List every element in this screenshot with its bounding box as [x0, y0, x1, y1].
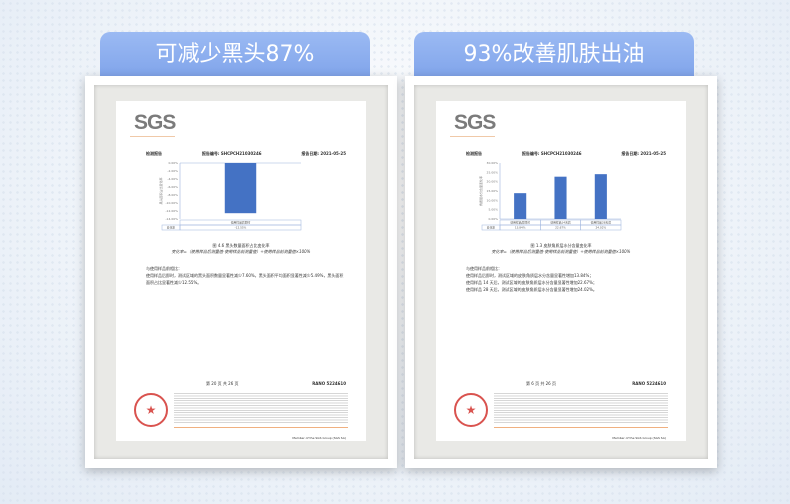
- y-tick-label: 0.00%: [168, 161, 178, 165]
- y-tick-label: 0.00%: [488, 217, 498, 221]
- y-tick-label: 5.00%: [488, 208, 498, 212]
- row-header: 变化率: [487, 226, 496, 230]
- rano: RANO 5224610: [312, 381, 346, 386]
- page-footer: 第 6 页 共 26 页 RANO 5224610: [526, 381, 666, 387]
- category-label: 使用样品后即时: [510, 221, 530, 225]
- report-page: SGS 检测报告 报告编号: SHCPCH21030246 报告日期: 2021-0…: [436, 101, 686, 441]
- chart-caption: 图 4.6 黑头数量面积占比变化率: [212, 243, 270, 248]
- result-text: 使用样品后即时，测试区域的皮肤角质层水分含量显著性增加13.84%；: [466, 273, 594, 278]
- fine-print: [494, 393, 668, 423]
- report-date: 报告日期: 2021-05-25: [621, 151, 666, 156]
- report-number: 报告编号: SHCPCH21030246: [521, 151, 582, 156]
- member-text: Member of the SGS Group (SGS SA): [612, 436, 666, 440]
- y-tick-label: 20.00%: [487, 180, 499, 184]
- bar: [554, 176, 567, 219]
- bar: [224, 163, 257, 214]
- value-label: 22.67%: [555, 226, 566, 230]
- y-axis-label: 黑头面积占比变化率: [158, 177, 163, 204]
- row-header: 变化率: [167, 226, 176, 230]
- seal-stamp: ★: [134, 393, 168, 427]
- category-label: 使用样品后即时: [231, 221, 251, 225]
- report-date: 报告日期: 2021-05-25: [301, 151, 346, 156]
- y-tick-label: -6.00%: [167, 185, 178, 189]
- fine-print: [174, 393, 348, 423]
- y-tick-label: -14.00%: [165, 217, 178, 221]
- seal-stamp: ★: [454, 393, 488, 427]
- bar: [514, 193, 527, 219]
- report-frame-right: SGS 检测报告 报告编号: SHCPCH21030246 报告日期: 2021-0…: [405, 76, 717, 468]
- report-header: 检测报告 报告编号: SHCPCH21030246 报告日期: 2021-05-25: [466, 151, 666, 157]
- logo-line: [450, 136, 495, 137]
- result-text: 使用样品 14 天后，测试区域的皮肤角质层水分含量显著性增加22.67%；: [466, 280, 597, 285]
- report-frame-left: SGS 检测报告 报告编号: SHCPCH21030246 报告日期: 2021-0…: [85, 76, 397, 468]
- y-tick-label: 10.00%: [487, 198, 499, 202]
- sgs-logo: SGS: [134, 111, 176, 134]
- y-tick-label: 30.00%: [487, 161, 499, 165]
- table-cell: [580, 224, 622, 231]
- report-number: 报告编号: SHCPCH21030246: [201, 151, 262, 156]
- claim-tab-blackheads: 可减少黑头87%: [100, 32, 370, 80]
- category-label: 使用样品14天后: [550, 221, 571, 225]
- result-text: 使用样品 28 天后，测试区域的皮肤角质层水分含量显著性增加24.02%。: [466, 287, 597, 292]
- page-number: 第 20 页 共 26 页: [206, 381, 239, 386]
- bar-chart: 0.00% 5.00% 10.00% 15.00% 20.00% 25.00% 30.00%…: [478, 161, 622, 231]
- y-tick-label: -10.00%: [165, 201, 178, 205]
- doc-type: 检测报告: [146, 151, 162, 156]
- rano: RANO 5224610: [632, 381, 666, 386]
- y-tick-label: -4.00%: [167, 177, 178, 181]
- divider: [494, 427, 668, 428]
- chart-formula: 变化率=（使用样品后测量值-使用样品前测量值）÷使用样品前测量值×100%: [491, 249, 631, 254]
- value-label: 13.84%: [515, 226, 526, 230]
- result-text: 与使用样品前相比：: [466, 266, 502, 271]
- result-text: 使用样品后即时，测试区域的黑头面积数量显著性减少7.60%，黑头面积平均面积显著…: [146, 273, 344, 285]
- chart-caption: 图 1.3 皮肤角质层水分含量变化率: [530, 243, 592, 248]
- report-page: SGS 检测报告 报告编号: SHCPCH21030246 报告日期: 2021-0…: [116, 101, 366, 441]
- result-text: 与使用样品前相比：: [146, 266, 182, 271]
- value-label: 24.02%: [595, 226, 606, 230]
- bar-chart: 0.00% -2.00% -4.00% -6.00% -8.00% -10.00% -12.…: [158, 161, 302, 231]
- doc-type: 检测报告: [466, 151, 482, 156]
- page-number: 第 6 页 共 26 页: [526, 381, 556, 386]
- sgs-logo: SGS: [454, 111, 496, 134]
- y-tick-label: -8.00%: [167, 193, 178, 197]
- y-tick-label: 15.00%: [487, 189, 499, 193]
- claim-tab-oil: 93%改善肌肤出油: [414, 32, 694, 80]
- y-tick-label: -12.00%: [165, 209, 178, 213]
- value-label: -12.55%: [235, 226, 247, 230]
- member-text: Member of the SGS Group (SGS SA): [292, 436, 346, 440]
- bar: [594, 174, 607, 219]
- table-cell: [481, 224, 501, 231]
- chart-formula: 变化率=（使用样品后测量值-使用样品前测量值）÷使用样品前测量值×100%: [171, 249, 311, 254]
- logo-line: [130, 136, 175, 137]
- y-axis-label: 角质层水分含量变化率: [478, 176, 483, 206]
- table-cell: [161, 224, 181, 231]
- divider: [174, 427, 348, 428]
- page-footer: 第 20 页 共 26 页 RANO 5224610: [206, 381, 346, 387]
- report-header: 检测报告 报告编号: SHCPCH21030246 报告日期: 2021-05-25: [146, 151, 346, 157]
- y-tick-label: -2.00%: [167, 169, 178, 173]
- category-label: 使用样品28天后: [591, 221, 612, 225]
- y-tick-label: 25.00%: [487, 170, 499, 174]
